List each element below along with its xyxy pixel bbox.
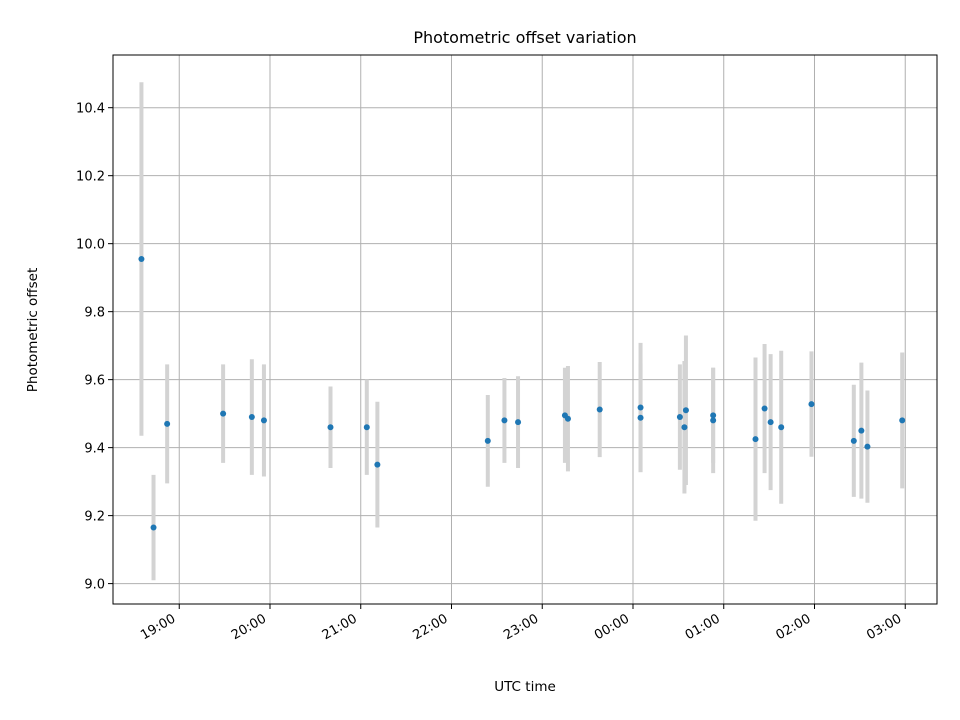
y-tick-label: 10.4 (76, 102, 105, 117)
x-axis-label: UTC time (494, 679, 556, 695)
plot-frame (112, 54, 938, 605)
data-point (220, 410, 227, 417)
data-point (710, 417, 717, 424)
y-tick-label: 9.4 (84, 442, 105, 457)
data-point (501, 417, 508, 424)
y-axis: 9.0 9.2 9.4 9.6 9.8 10.0 10.2 10.4 (76, 102, 113, 593)
data-point (363, 424, 370, 431)
data-point (761, 405, 768, 412)
data-point (752, 436, 759, 443)
data-point (808, 401, 815, 408)
data-point (327, 424, 334, 431)
data-point (850, 437, 857, 444)
data-point (864, 443, 871, 450)
y-tick-label: 9.2 (84, 510, 105, 525)
y-tick-label: 10.0 (76, 238, 105, 253)
data-point (374, 461, 381, 468)
y-tick-label: 9.6 (84, 374, 105, 389)
data-point (564, 415, 571, 422)
y-axis-label: Photometric offset (25, 268, 41, 392)
y-tick-label: 9.0 (84, 578, 105, 593)
chart-title: Photometric offset variation (413, 28, 636, 47)
y-tick-label: 10.2 (76, 170, 105, 185)
data-point (637, 414, 644, 421)
data-point (637, 404, 644, 411)
data-point (767, 419, 774, 426)
data-point (260, 417, 267, 424)
data-point (778, 424, 785, 431)
data-point (858, 427, 865, 434)
data-point (899, 417, 906, 424)
data-point (676, 414, 683, 421)
data-point (248, 414, 255, 421)
data-points (138, 255, 906, 531)
data-point (710, 412, 717, 419)
y-tick-label: 9.8 (84, 306, 105, 321)
data-point (682, 407, 689, 414)
data-point (138, 255, 145, 262)
data-point (150, 524, 157, 531)
data-point (515, 419, 522, 426)
data-point (596, 406, 603, 413)
data-point (681, 424, 688, 431)
grid (113, 55, 937, 604)
data-point (484, 437, 491, 444)
data-point (164, 420, 171, 427)
